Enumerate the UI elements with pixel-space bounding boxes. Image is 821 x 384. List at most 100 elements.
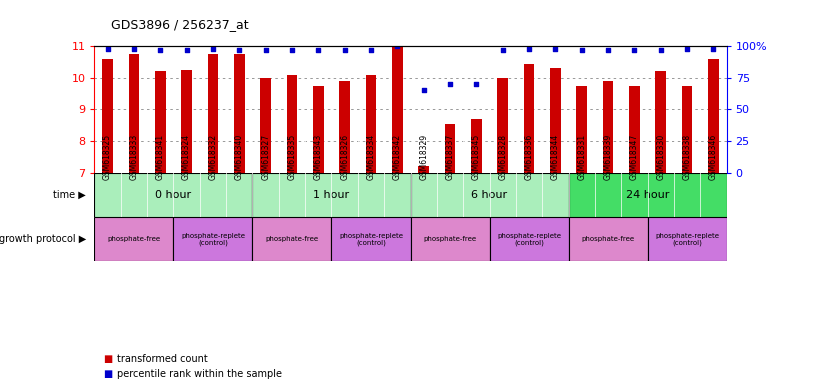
Text: GSM618331: GSM618331 [577,134,586,180]
Point [707,46,720,52]
Text: transformed count: transformed count [117,354,209,364]
Text: 0 hour: 0 hour [155,190,191,200]
Point [576,47,589,53]
Text: phosphate-replete
(control): phosphate-replete (control) [181,233,245,245]
Text: ■: ■ [103,369,112,379]
Point [470,81,483,87]
Point [548,46,562,52]
Point [417,88,430,94]
Text: GSM618340: GSM618340 [235,134,244,180]
Text: phosphate-replete
(control): phosphate-replete (control) [655,233,719,245]
Bar [524,63,534,173]
Text: GSM618334: GSM618334 [366,134,375,180]
Text: GSM618330: GSM618330 [656,134,665,180]
Bar [155,71,166,173]
Bar [709,59,718,173]
Bar [576,86,587,173]
Bar [568,217,648,261]
Text: growth protocol ▶: growth protocol ▶ [0,234,86,244]
Bar [94,217,173,261]
Text: GSM618326: GSM618326 [340,134,349,180]
Bar [253,217,332,261]
Bar [471,119,482,173]
Text: phosphate-replete
(control): phosphate-replete (control) [339,233,403,245]
Text: GSM618342: GSM618342 [392,134,401,180]
Text: 24 hour: 24 hour [626,190,669,200]
Text: 6 hour: 6 hour [471,190,507,200]
Point [496,47,509,53]
Point [154,47,167,53]
Point [628,47,641,53]
Text: phosphate-free: phosphate-free [424,236,476,242]
Text: GSM618347: GSM618347 [630,134,639,180]
Point [365,47,378,53]
Bar [181,70,192,173]
Point [338,47,351,53]
Point [101,46,114,52]
Point [681,46,694,52]
Bar [603,81,613,173]
Bar [253,173,410,217]
Bar [655,71,666,173]
Bar [287,74,297,173]
Point [286,47,299,53]
Text: GSM618343: GSM618343 [314,134,323,180]
Bar [410,217,489,261]
Text: GDS3896 / 256237_at: GDS3896 / 256237_at [111,18,249,31]
Text: ■: ■ [103,354,112,364]
Bar [568,173,727,217]
Text: GSM618324: GSM618324 [182,134,191,180]
Bar [173,217,253,261]
Text: GSM618346: GSM618346 [709,134,718,180]
Point [206,46,219,52]
Text: GSM618327: GSM618327 [261,134,270,180]
Text: phosphate-free: phosphate-free [265,236,319,242]
Bar [234,54,245,173]
Text: GSM618332: GSM618332 [209,134,218,180]
Text: GSM618336: GSM618336 [525,134,534,180]
Bar [365,74,376,173]
Bar [392,46,402,173]
Bar [129,54,140,173]
Text: GSM618325: GSM618325 [103,134,112,180]
Bar [208,54,218,173]
Bar [410,173,568,217]
Text: GSM618341: GSM618341 [156,134,165,180]
Bar [681,86,692,173]
Text: phosphate-replete
(control): phosphate-replete (control) [497,233,561,245]
Text: GSM618335: GSM618335 [287,134,296,180]
Text: time ▶: time ▶ [53,190,86,200]
Bar [94,173,253,217]
Bar [498,78,508,173]
Text: 1 hour: 1 hour [314,190,350,200]
Point [443,81,456,87]
Text: GSM618333: GSM618333 [130,134,139,180]
Bar [445,124,456,173]
Point [127,46,140,52]
Text: GSM618329: GSM618329 [420,134,429,180]
Point [654,47,667,53]
Text: GSM618328: GSM618328 [498,134,507,180]
Bar [629,86,640,173]
Point [232,47,245,53]
Bar [332,217,410,261]
Text: GSM618337: GSM618337 [446,134,455,180]
Bar [419,167,429,173]
Text: percentile rank within the sample: percentile rank within the sample [117,369,282,379]
Bar [103,59,112,173]
Text: phosphate-free: phosphate-free [108,236,160,242]
Text: phosphate-free: phosphate-free [581,236,635,242]
Bar [489,217,568,261]
Point [259,47,273,53]
Bar [313,86,323,173]
Point [602,47,615,53]
Point [391,43,404,49]
Bar [260,78,271,173]
Text: GSM618339: GSM618339 [603,134,612,180]
Point [522,46,535,52]
Point [180,47,193,53]
Text: GSM618345: GSM618345 [472,134,481,180]
Text: GSM618338: GSM618338 [682,134,691,180]
Text: GSM618344: GSM618344 [551,134,560,180]
Bar [648,217,727,261]
